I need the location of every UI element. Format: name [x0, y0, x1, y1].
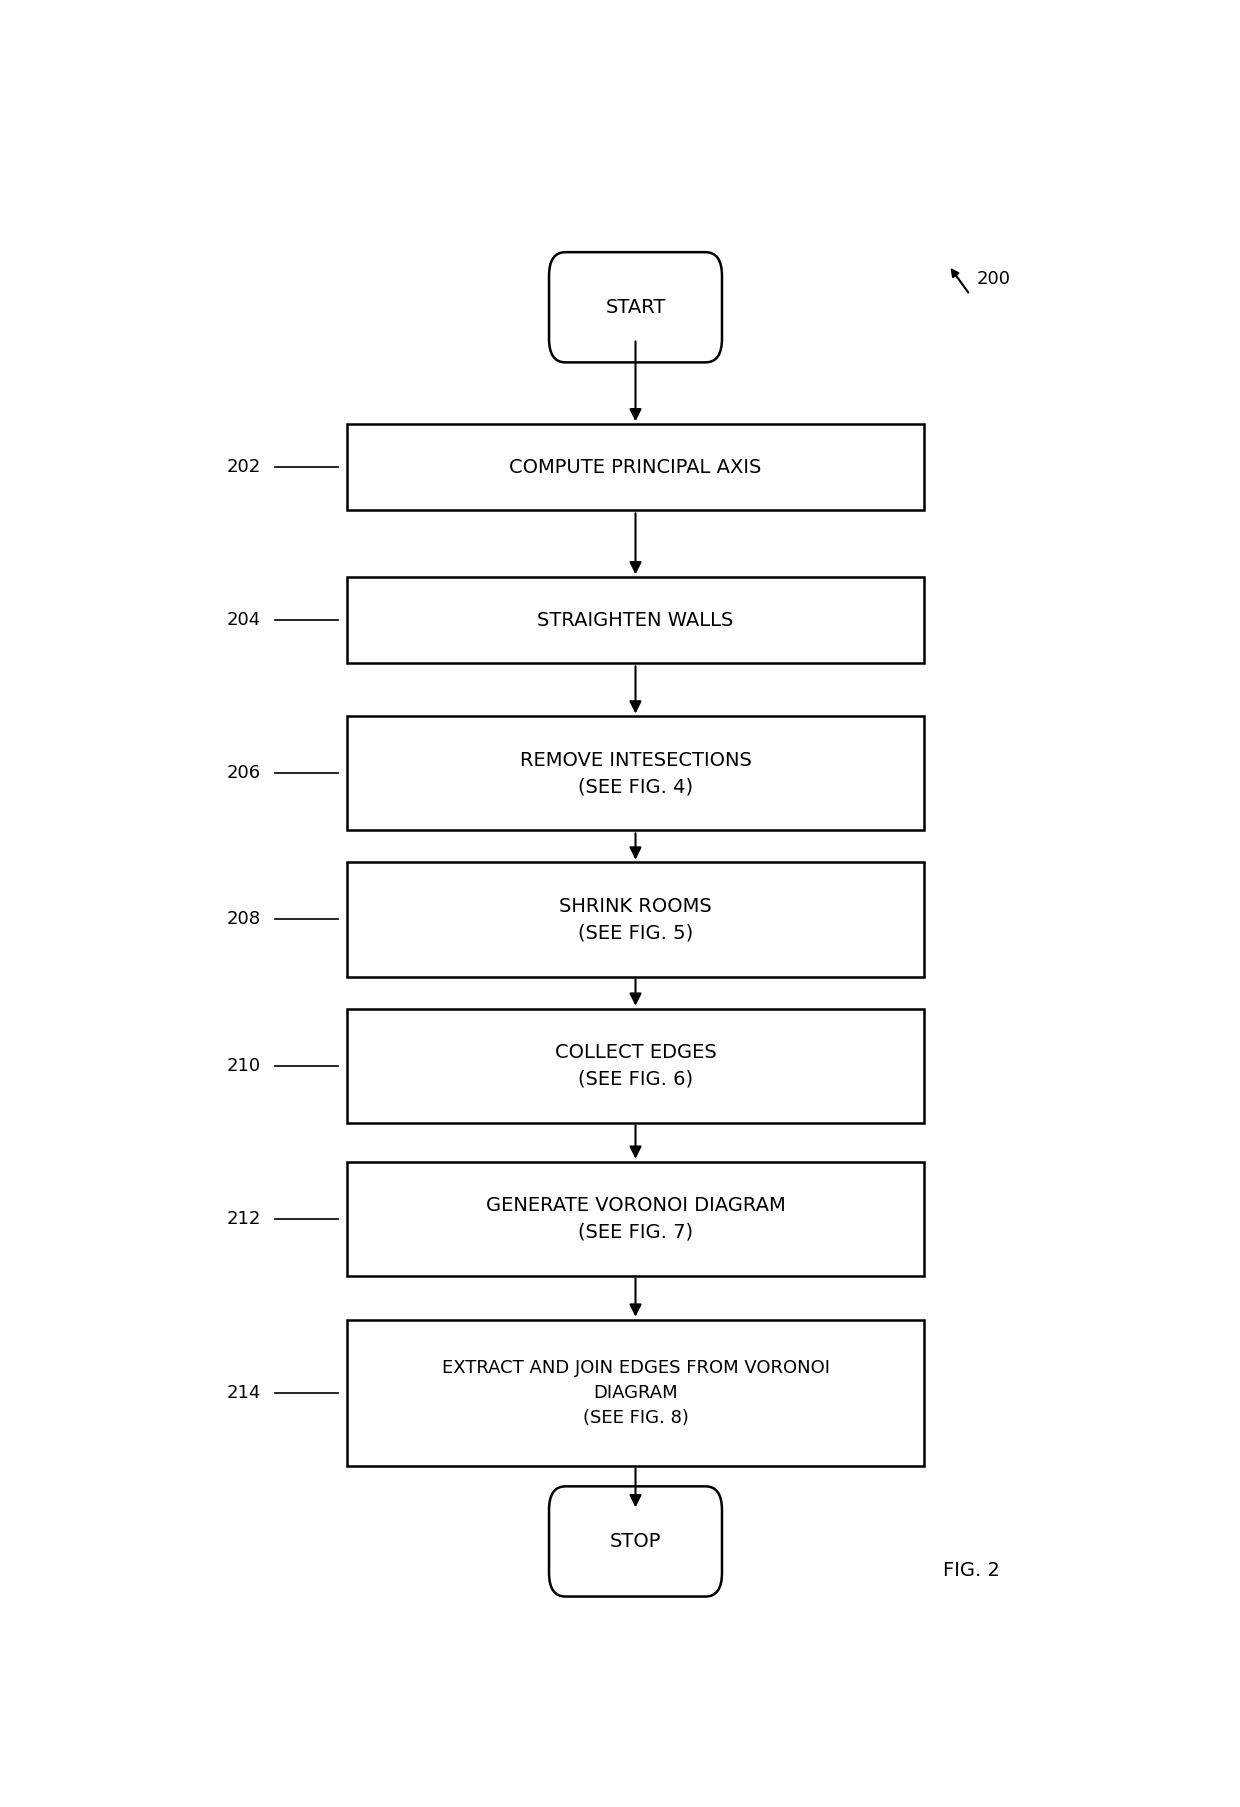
FancyBboxPatch shape [549, 253, 722, 363]
Text: 214: 214 [227, 1384, 260, 1402]
Text: REMOVE INTESECTIONS
(SEE FIG. 4): REMOVE INTESECTIONS (SEE FIG. 4) [520, 750, 751, 797]
FancyBboxPatch shape [347, 576, 924, 663]
FancyBboxPatch shape [347, 425, 924, 510]
Text: START: START [605, 298, 666, 316]
Text: STRAIGHTEN WALLS: STRAIGHTEN WALLS [537, 611, 734, 631]
Text: GENERATE VORONOI DIAGRAM
(SEE FIG. 7): GENERATE VORONOI DIAGRAM (SEE FIG. 7) [486, 1196, 785, 1241]
FancyBboxPatch shape [347, 1008, 924, 1122]
FancyBboxPatch shape [347, 862, 924, 976]
Text: 200: 200 [977, 271, 1011, 289]
FancyBboxPatch shape [347, 1162, 924, 1276]
Text: 202: 202 [227, 459, 260, 477]
Text: STOP: STOP [610, 1532, 661, 1550]
Text: 206: 206 [227, 764, 260, 782]
Text: SHRINK ROOMS
(SEE FIG. 5): SHRINK ROOMS (SEE FIG. 5) [559, 896, 712, 941]
Text: 210: 210 [227, 1057, 260, 1075]
Text: COMPUTE PRINCIPAL AXIS: COMPUTE PRINCIPAL AXIS [510, 457, 761, 477]
Text: 208: 208 [227, 911, 260, 929]
FancyBboxPatch shape [347, 716, 924, 831]
Text: FIG. 2: FIG. 2 [942, 1561, 999, 1581]
Text: 212: 212 [227, 1209, 260, 1227]
Text: COLLECT EDGES
(SEE FIG. 6): COLLECT EDGES (SEE FIG. 6) [554, 1043, 717, 1088]
Text: 204: 204 [227, 611, 260, 629]
FancyBboxPatch shape [347, 1319, 924, 1465]
FancyBboxPatch shape [549, 1487, 722, 1597]
Text: EXTRACT AND JOIN EDGES FROM VORONOI
DIAGRAM
(SEE FIG. 8): EXTRACT AND JOIN EDGES FROM VORONOI DIAG… [441, 1359, 830, 1426]
